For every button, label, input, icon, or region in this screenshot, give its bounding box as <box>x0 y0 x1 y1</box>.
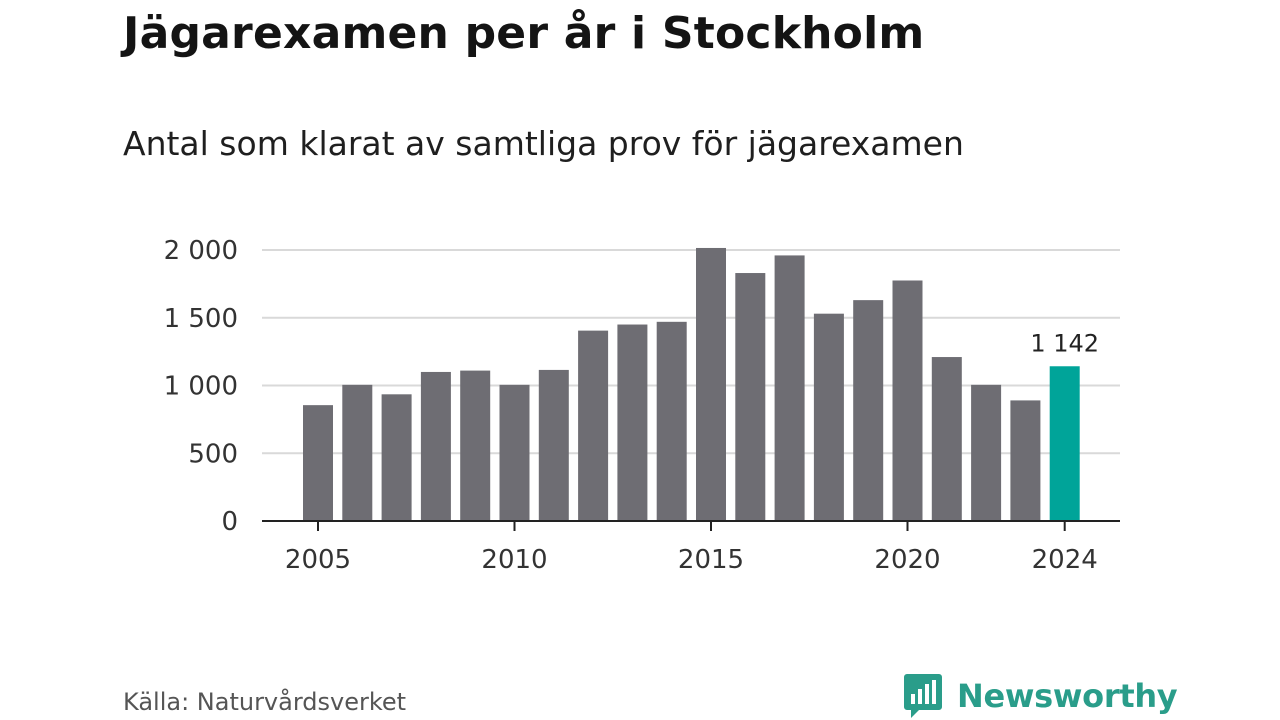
x-tick-label: 2024 <box>1032 545 1098 575</box>
x-tick-label: 2020 <box>874 545 940 575</box>
bar-2021 <box>931 357 962 521</box>
chart-title: Jägarexamen per år i Stockholm <box>123 8 925 59</box>
bar-2023 <box>1010 400 1041 521</box>
bar-2010 <box>499 384 530 521</box>
bar-2011 <box>538 369 569 521</box>
y-tick-label: 0 <box>221 507 238 537</box>
y-tick-label: 2 000 <box>164 236 238 266</box>
bar-2014 <box>656 321 687 521</box>
x-tick-label: 2015 <box>678 545 744 575</box>
brand-logo: Newsworthy <box>903 672 1178 720</box>
bar-2018 <box>813 313 844 521</box>
bar-2024 <box>1049 366 1080 521</box>
bar-2008 <box>420 371 451 521</box>
x-tick-label: 2010 <box>481 545 547 575</box>
bar-2012 <box>578 330 609 521</box>
bar-2016 <box>735 273 766 521</box>
chart-subtitle: Antal som klarat av samtliga prov för jä… <box>123 124 964 163</box>
y-tick-label: 1 500 <box>164 304 238 334</box>
newsworthy-logo-icon <box>904 674 942 718</box>
bar-2020 <box>892 280 923 521</box>
source-note: Källa: Naturvårdsverket <box>123 688 407 716</box>
data-label-2024: 1 142 <box>1030 329 1099 357</box>
bar-2017 <box>774 255 805 522</box>
brand-name: Newsworthy <box>957 677 1178 715</box>
x-tick-label: 2005 <box>285 545 351 575</box>
bar-2019 <box>853 300 884 521</box>
bar-2006 <box>342 384 373 521</box>
bar-2022 <box>971 384 1002 521</box>
bar-2015 <box>696 247 726 521</box>
bar-2007 <box>381 394 412 521</box>
y-tick-label: 1 000 <box>164 372 238 402</box>
bar-2013 <box>617 324 648 521</box>
y-tick-label: 500 <box>188 439 238 469</box>
bar-2009 <box>460 370 491 521</box>
bar-2005 <box>303 405 333 521</box>
